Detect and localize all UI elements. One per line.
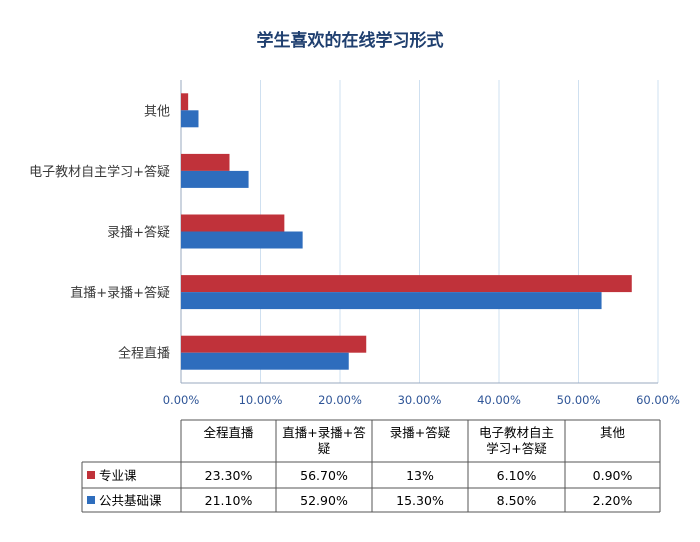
table-cell: 56.70%: [300, 468, 348, 483]
table-cell: 52.90%: [300, 493, 348, 508]
table-header: 全程直播: [203, 425, 254, 440]
x-axis-ticks: 0.00% 10.00% 20.00% 30.00% 40.00% 50.00% 60.00…: [163, 393, 680, 407]
table-header: 录播+答疑: [390, 425, 451, 440]
table-cell: 21.10%: [205, 493, 253, 508]
table-header: 学习+答疑: [486, 441, 547, 456]
bars: [181, 93, 632, 370]
table-cell: 6.10%: [497, 468, 537, 483]
bar-series2: [181, 292, 602, 310]
bar-series2: [181, 231, 303, 249]
chart-title: 学生喜欢的在线学习形式: [257, 30, 444, 51]
table-cell: 13%: [406, 468, 434, 483]
table-header: 电子教材自主: [479, 425, 554, 440]
table-row-label: 公共基础课: [99, 493, 162, 508]
x-tick-label: 40.00%: [477, 393, 521, 407]
category-label: 直播+录播+答疑: [70, 285, 170, 301]
legend-key: [87, 471, 95, 479]
legend-key: [87, 496, 95, 504]
bar-series1: [181, 214, 285, 232]
x-tick-label: 30.00%: [398, 393, 442, 407]
table-cell: 23.30%: [205, 468, 253, 483]
category-labels: 全程直播 直播+录播+答疑 录播+答疑 电子教材自主学习+答疑 其他: [29, 104, 170, 361]
table-header: 疑: [318, 441, 331, 456]
table-header: 直播+录播+答: [282, 425, 366, 440]
bar-series1: [181, 335, 367, 353]
x-tick-label: 20.00%: [318, 393, 362, 407]
table-cell: 15.30%: [396, 493, 444, 508]
table-header: 其他: [600, 425, 626, 440]
category-label: 全程直播: [118, 346, 170, 362]
x-tick-label: 60.00%: [636, 393, 680, 407]
table-cell: 2.20%: [593, 493, 633, 508]
table-cell: 0.90%: [593, 468, 633, 483]
bar-series2: [181, 352, 349, 370]
bar-series1: [181, 275, 632, 293]
x-tick-label: 10.00%: [239, 393, 283, 407]
bar-series2: [181, 170, 249, 188]
bar-series1: [181, 93, 189, 111]
category-label: 电子教材自主学习+答疑: [29, 164, 170, 180]
bar-series1: [181, 153, 230, 171]
category-label: 录播+答疑: [107, 225, 170, 241]
grid: [180, 80, 659, 384]
table-row-label: 专业课: [99, 468, 137, 483]
x-tick-label: 50.00%: [557, 393, 601, 407]
table-cell: 8.50%: [497, 493, 537, 508]
x-tick-label: 0.00%: [163, 393, 200, 407]
bar-series2: [181, 110, 199, 128]
category-label: 其他: [144, 104, 170, 119]
